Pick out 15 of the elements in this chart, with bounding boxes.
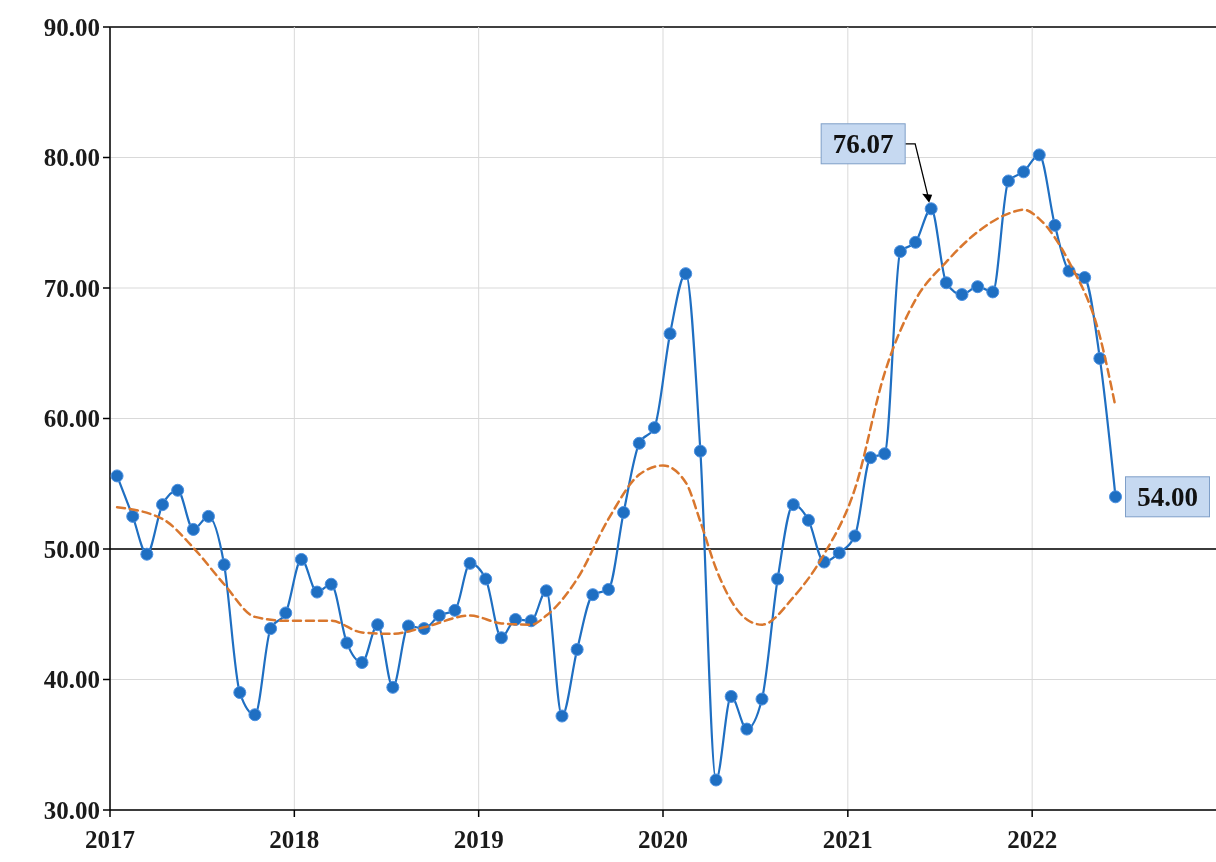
- annotation: 54.00: [1137, 482, 1198, 513]
- y-tick-label: 80.00: [43, 144, 100, 172]
- x-tick-label: 2017: [85, 826, 135, 853]
- x-tick-label: 2022: [1007, 826, 1058, 853]
- x-tick-label: 2020: [638, 826, 688, 853]
- y-tick-label: 70.00: [43, 274, 100, 302]
- y-tick-label: 60.00: [43, 405, 100, 433]
- x-tick-label: 2021: [822, 826, 873, 853]
- y-tick-label: 50.00: [43, 535, 100, 563]
- x-tick-label: 2018: [269, 826, 320, 853]
- y-tick-label: 40.00: [43, 666, 100, 694]
- y-tick-label: 30.00: [43, 796, 100, 824]
- annotation: 76.07: [832, 129, 894, 160]
- x-tick-label: 2019: [453, 826, 504, 853]
- y-tick-label: 90.00: [43, 13, 100, 41]
